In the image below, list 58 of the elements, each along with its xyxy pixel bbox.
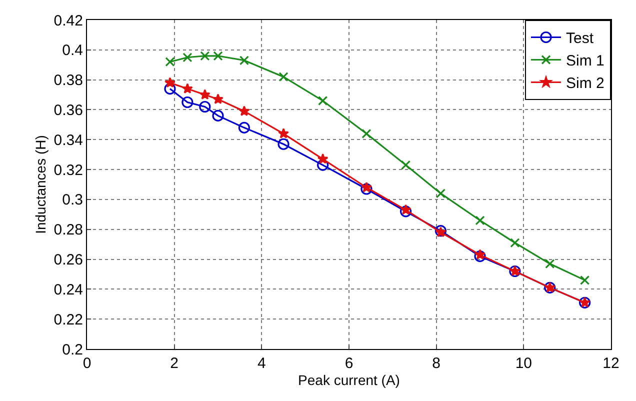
point xyxy=(212,110,224,122)
legend-label: Sim 2 xyxy=(566,75,604,92)
point xyxy=(238,106,250,116)
x-tick-label: 0 xyxy=(82,355,92,372)
point xyxy=(165,57,175,67)
point xyxy=(400,160,411,170)
point xyxy=(164,77,176,88)
x-tick-label: 4 xyxy=(258,355,266,372)
y-tick-label: 0.22 xyxy=(54,311,83,328)
point xyxy=(199,89,210,100)
x-tick-label: 12 xyxy=(602,355,620,372)
y-tick-label: 0.36 xyxy=(54,102,83,119)
point xyxy=(580,275,590,286)
point xyxy=(318,96,328,106)
y-tick-label: 0.32 xyxy=(54,162,83,179)
point xyxy=(199,100,211,113)
x-tick-label: 10 xyxy=(515,355,532,372)
point xyxy=(362,128,372,138)
y-tick-label: 0.26 xyxy=(54,252,83,269)
point xyxy=(278,138,290,150)
y-tick-label: 0.38 xyxy=(54,72,83,90)
point xyxy=(182,96,194,108)
x-tick-label: 8 xyxy=(432,355,440,372)
point xyxy=(278,128,289,138)
legend-label: Test xyxy=(566,30,594,48)
point xyxy=(238,122,250,134)
point xyxy=(510,238,520,248)
point xyxy=(361,182,372,192)
point xyxy=(239,56,249,66)
point xyxy=(474,250,486,262)
point xyxy=(317,153,328,164)
point xyxy=(212,94,224,104)
y-tick-label: 0.42 xyxy=(54,12,83,30)
point xyxy=(474,249,486,260)
point xyxy=(200,51,210,61)
y-tick-label: 0.2 xyxy=(62,341,83,358)
point xyxy=(182,83,193,94)
y-tick-label: 0.34 xyxy=(54,132,83,149)
point xyxy=(278,72,288,82)
point xyxy=(182,52,192,62)
point xyxy=(317,159,329,171)
x-tick-label: 6 xyxy=(344,355,354,372)
point xyxy=(400,204,412,215)
y-tick-label: 0.24 xyxy=(54,281,83,298)
point xyxy=(545,258,555,269)
y-tick-label: 0.3 xyxy=(62,192,83,209)
y-tick-label: 0.28 xyxy=(54,222,83,239)
x-axis-title: Peak current (A) xyxy=(298,372,400,388)
point xyxy=(213,51,223,61)
y-tick-label: 0.4 xyxy=(62,42,83,60)
y-axis-title: Inductances (H) xyxy=(32,135,48,234)
x-tick-label: 2 xyxy=(170,355,178,372)
point xyxy=(400,206,412,218)
point xyxy=(436,188,446,198)
point xyxy=(475,216,485,226)
point xyxy=(360,183,372,195)
legend-label: Sim 1 xyxy=(566,52,604,70)
point xyxy=(164,82,176,95)
